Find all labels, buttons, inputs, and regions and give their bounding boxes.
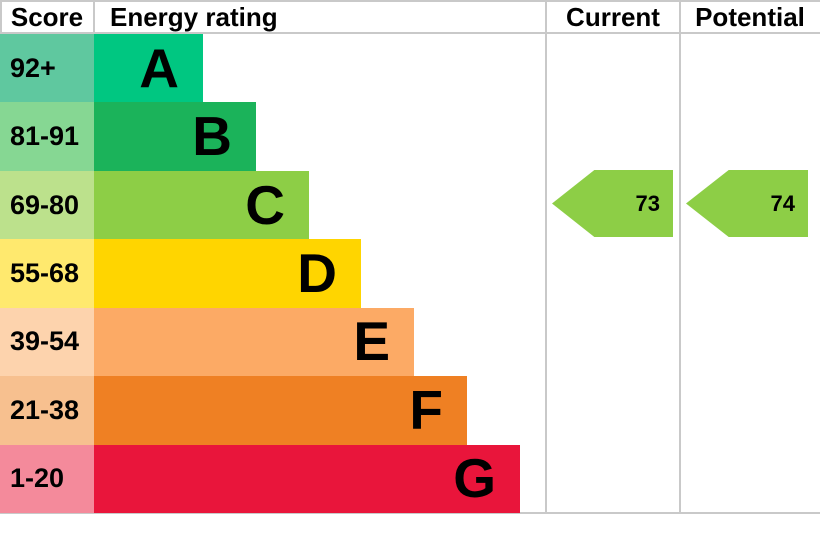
band-bar-a: A [94, 34, 203, 103]
epc-band-row-d: 55-68 D [0, 239, 546, 308]
band-bar-b: B [94, 102, 256, 171]
epc-band-row-c: 69-80 C [0, 170, 546, 240]
table-bottom-border [0, 512, 820, 514]
score-range-a: 92+ [0, 34, 94, 103]
score-column-left-border [0, 0, 2, 34]
score-range-c: 69-80 [0, 170, 94, 240]
epc-band-row-b: 81-91 B [0, 102, 546, 171]
table-top-border [0, 0, 820, 2]
epc-band-row-f: 21-38 F [0, 376, 546, 445]
score-column-header: Score [10, 1, 84, 32]
score-range-e: 39-54 [0, 307, 94, 377]
energy-rating-column-header: Energy rating [110, 1, 278, 32]
current-rating-value: 73 [635, 190, 660, 216]
band-bar-d: D [94, 239, 361, 308]
score-range-b: 81-91 [0, 102, 94, 171]
epc-band-row-e: 39-54 E [0, 307, 546, 377]
score-column-right-border [93, 0, 95, 34]
score-range-d: 55-68 [0, 239, 94, 308]
epc-band-row-g: 1-20 G [0, 444, 546, 513]
current-column-header: Current [566, 1, 660, 32]
potential-rating-value: 74 [770, 190, 795, 216]
band-bar-f: F [94, 376, 467, 445]
potential-rating-arrow: 74 [686, 170, 808, 237]
epc-rows: 92+ A 81-91 B 69-80 C 55-68 D 39-54 E 21-38 F 1-20 G [0, 34, 546, 513]
potential-column-header: Potential [695, 1, 805, 32]
score-range-f: 21-38 [0, 376, 94, 445]
potential-column-left-border [679, 0, 681, 514]
current-rating-arrow: 73 [552, 170, 673, 237]
epc-band-row-a: 92+ A [0, 34, 546, 103]
band-bar-c: C [94, 170, 309, 240]
current-column-left-border [545, 0, 547, 514]
score-range-g: 1-20 [0, 444, 94, 513]
band-bar-e: E [94, 307, 414, 377]
header-bottom-border [0, 32, 820, 34]
band-bar-g: G [94, 444, 520, 513]
